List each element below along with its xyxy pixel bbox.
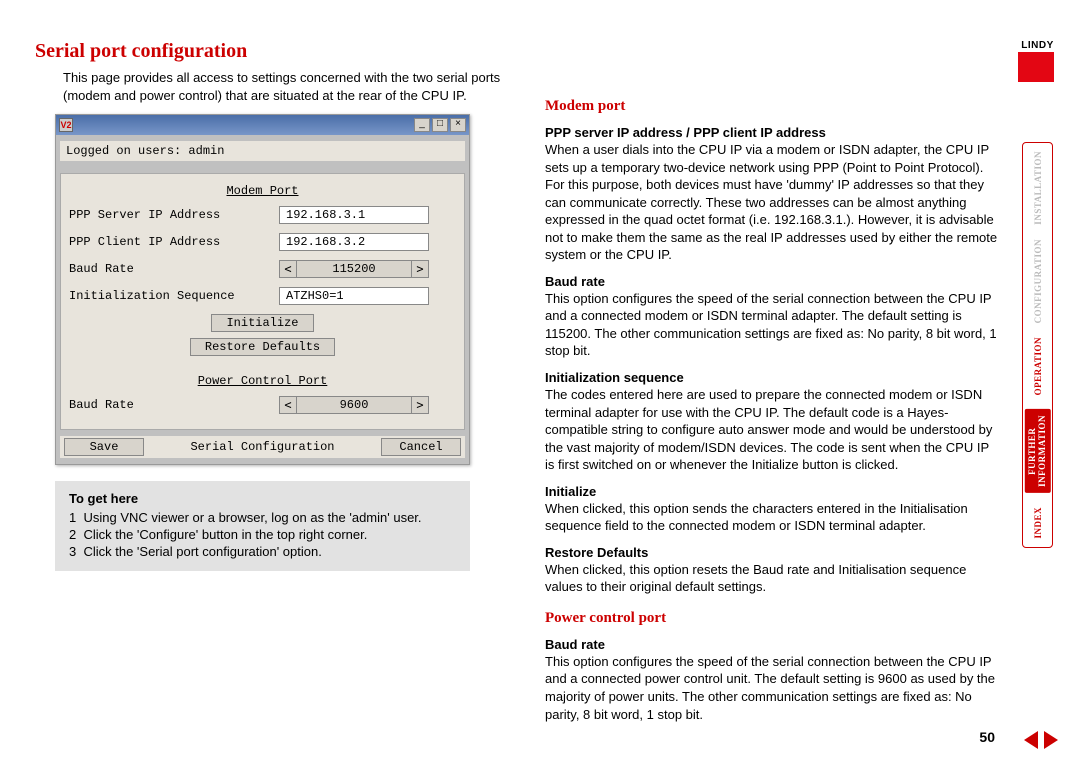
ppp-server-label: PPP Server IP Address	[69, 208, 279, 222]
nav-installation[interactable]: INSTALLATION	[1033, 151, 1043, 225]
intro-text: This page provides all access to setting…	[63, 69, 515, 104]
init-sequence-input[interactable]: ATZHS0=1	[279, 287, 429, 305]
nav-configuration[interactable]: CONFIGURATION	[1033, 239, 1043, 323]
step3-num: 3	[69, 544, 76, 559]
baud-rate-value: 115200	[297, 260, 411, 278]
baud-rate-label: Baud Rate	[69, 262, 279, 276]
power-baud-decrease-button[interactable]: <	[279, 396, 297, 414]
prev-page-arrow-icon[interactable]	[1024, 731, 1038, 749]
initbtn-section-title: Initialize	[545, 484, 1000, 499]
modem-section-label: Modem Port	[69, 184, 456, 198]
brand-text: LINDY	[1018, 40, 1058, 51]
minimize-button[interactable]: _	[414, 118, 430, 132]
nav-further-information[interactable]: FURTHER INFORMATION	[1025, 409, 1051, 493]
step3-text: Click the 'Serial port configuration' op…	[83, 544, 321, 559]
page-number: 50	[979, 729, 995, 745]
restore-defaults-button[interactable]: Restore Defaults	[190, 338, 335, 356]
ppp-section-title: PPP server IP address / PPP client IP ad…	[545, 125, 1000, 140]
ppp-server-input[interactable]: 192.168.3.1	[279, 206, 429, 224]
cancel-button[interactable]: Cancel	[381, 438, 461, 456]
step2-text: Click the 'Configure' button in the top …	[83, 527, 367, 542]
init-section-title: Initialization sequence	[545, 370, 1000, 385]
maximize-button[interactable]: □	[432, 118, 448, 132]
side-nav: INSTALLATION CONFIGURATION OPERATION FUR…	[1022, 142, 1054, 548]
nav-operation[interactable]: OPERATION	[1033, 337, 1043, 395]
init-section-body: The codes entered here are used to prepa…	[545, 386, 1000, 474]
nav-index[interactable]: INDEX	[1033, 507, 1043, 539]
logged-on-text: Logged on users: admin	[60, 141, 465, 161]
step2-num: 2	[69, 527, 76, 542]
init-sequence-label: Initialization Sequence	[69, 289, 279, 303]
ppp-section-body: When a user dials into the CPU IP via a …	[545, 141, 1000, 264]
ppp-client-label: PPP Client IP Address	[69, 235, 279, 249]
step1-num: 1	[69, 510, 76, 525]
power-baud-value: 9600	[297, 396, 411, 414]
app-icon: V2	[59, 118, 73, 132]
howto-title: To get here	[69, 491, 456, 506]
next-page-arrow-icon[interactable]	[1044, 731, 1058, 749]
initbtn-section-body: When clicked, this option sends the char…	[545, 500, 1000, 535]
close-button[interactable]: ×	[450, 118, 466, 132]
baud-decrease-button[interactable]: <	[279, 260, 297, 278]
power-port-heading: Power control port	[545, 610, 1000, 627]
brand-logo: LINDY	[1018, 40, 1058, 82]
config-window: V2 _ □ × Logged on users: admin Modem Po…	[55, 114, 470, 465]
step1-text: Using VNC viewer or a browser, log on as…	[83, 510, 421, 525]
initialize-button[interactable]: Initialize	[211, 314, 313, 332]
power-baud-section-body: This option configures the speed of the …	[545, 653, 1000, 723]
how-to-box: To get here 1 Using VNC viewer or a brow…	[55, 481, 470, 571]
power-baud-label: Baud Rate	[69, 398, 279, 412]
modem-port-heading: Modem port	[545, 98, 1000, 115]
restore-section-title: Restore Defaults	[545, 545, 1000, 560]
brand-red-square	[1018, 52, 1054, 82]
save-button[interactable]: Save	[64, 438, 144, 456]
power-baud-increase-button[interactable]: >	[411, 396, 429, 414]
titlebar: V2 _ □ ×	[56, 115, 469, 135]
power-baud-section-title: Baud rate	[545, 637, 1000, 652]
ppp-client-input[interactable]: 192.168.3.2	[279, 233, 429, 251]
power-section-label: Power Control Port	[69, 374, 456, 388]
baud-increase-button[interactable]: >	[411, 260, 429, 278]
baud-section-title: Baud rate	[545, 274, 1000, 289]
footer-title: Serial Configuration	[144, 440, 381, 454]
baud-section-body: This option configures the speed of the …	[545, 290, 1000, 360]
restore-section-body: When clicked, this option resets the Bau…	[545, 561, 1000, 596]
page-title: Serial port configuration	[35, 40, 515, 63]
